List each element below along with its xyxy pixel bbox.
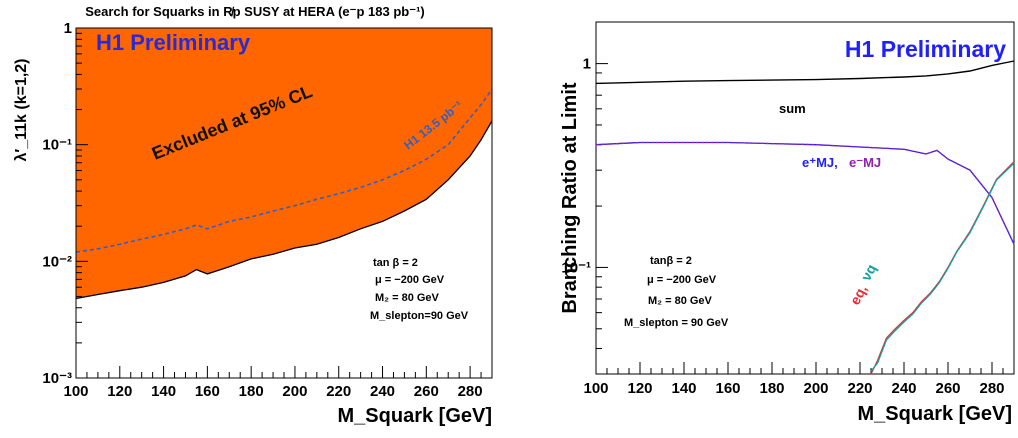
left-x-axis-label: M_Squark [GeV] (338, 405, 492, 427)
left-x-tick-label: 120 (107, 383, 132, 400)
right-note-mu: μ = −200 GeV (647, 274, 717, 286)
right-banner: H1 Preliminary (845, 36, 1006, 62)
right-y-axis-label: Branching Ratio at Limit (559, 82, 581, 313)
limit-curve (75, 120, 493, 300)
left-y-tick-label: 10⁻¹ (42, 137, 72, 154)
left-note-mslepton: M_slepton=90 GeV (370, 310, 469, 322)
right-series (595, 60, 1015, 375)
series-line-emj (595, 141, 1015, 245)
nuq-label: νq (858, 261, 880, 283)
left-banner: H1 Preliminary (96, 30, 251, 55)
left-x-tick-label: 160 (195, 383, 220, 400)
left-y-tick-label: 10⁻² (42, 253, 72, 270)
right-y-tick-label: 1 (583, 56, 591, 73)
right-note-mslepton: M_slepton = 90 GeV (624, 317, 729, 329)
right-x-tick-label: 160 (715, 380, 740, 397)
left-x-tick-label: 140 (151, 383, 176, 400)
eq-label: eq, (847, 282, 871, 307)
right-chart: 100 120 140 160 180 200 220 240 260 280 10⁻¹ 1 H1 … (559, 21, 1015, 425)
left-x-tick-label: 100 (63, 383, 88, 400)
sum-label: sum (779, 101, 806, 116)
left-chart: Search for Squarks in R̸p SUSY at HERA (… (13, 4, 493, 427)
right-y-tick-label: 10⁻¹ (561, 259, 591, 276)
right-x-axis-label: M_Squark [GeV] (858, 403, 1012, 425)
right-x-tick-label: 200 (803, 380, 828, 397)
right-x-tick-label: 240 (891, 380, 916, 397)
left-note-m2: M₂ = 80 GeV (375, 292, 440, 304)
left-chart-title: Search for Squarks in R̸p SUSY at HERA (… (85, 4, 425, 19)
right-note-m2: M₂ = 80 GeV (648, 295, 713, 307)
series-line-sum (595, 60, 1015, 85)
right-x-tick-label: 100 (583, 380, 608, 397)
left-y-ticks: 10⁻³ 10⁻² 10⁻¹ 1 (42, 20, 88, 387)
e-plus-label: e⁺MJ, (802, 155, 838, 170)
left-note-mu: μ = −200 GeV (375, 274, 445, 286)
e-minus-label: e⁻MJ (849, 155, 881, 170)
left-x-tick-label: 200 (282, 383, 307, 400)
right-x-ticks: 100 120 140 160 180 200 220 240 260 280 (583, 362, 1015, 397)
h1-13.5-curve (75, 88, 493, 253)
left-y-tick-label: 10⁻³ (42, 370, 72, 387)
right-x-tick-label: 180 (759, 380, 784, 397)
series-line-q (870, 162, 1015, 372)
right-x-tick-label: 220 (847, 380, 872, 397)
excluded-region (76, 28, 492, 299)
right-note-tanbeta: tanβ = 2 (650, 255, 692, 267)
right-x-tick-label: 260 (935, 380, 960, 397)
left-y-axis-label: λ′_11k (k=1,2) (13, 58, 30, 161)
left-x-tick-label: 280 (458, 383, 483, 400)
left-x-tick-label: 260 (414, 383, 439, 400)
left-x-tick-label: 180 (239, 383, 264, 400)
left-x-tick-label: 220 (326, 383, 351, 400)
series-line-eq (870, 161, 1015, 375)
left-x-tick-label: 240 (370, 383, 395, 400)
right-x-tick-label: 140 (671, 380, 696, 397)
left-x-ticks: 100 120 140 160 180 200 220 240 260 280 (63, 366, 493, 400)
left-note-tanbeta: tan β = 2 (373, 257, 418, 269)
left-y-tick-label: 1 (64, 20, 72, 37)
right-x-tick-label: 120 (627, 380, 652, 397)
right-x-tick-label: 280 (979, 380, 1004, 397)
